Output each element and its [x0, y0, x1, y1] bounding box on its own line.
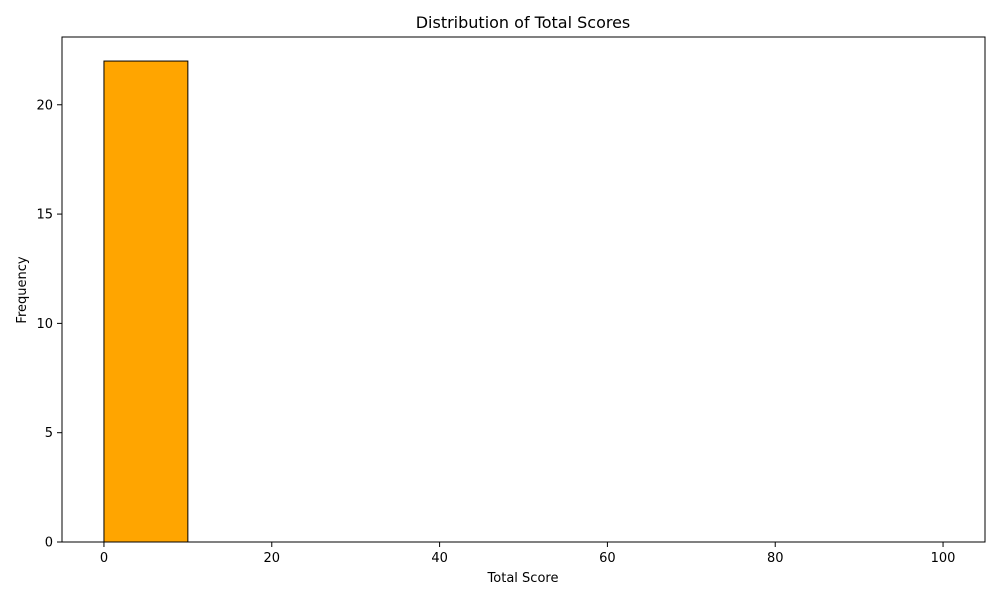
y-axis-ticks: 0 5 10 15 20: [36, 98, 62, 550]
y-axis-label: Frequency: [15, 256, 30, 323]
x-tick-label: 60: [599, 551, 616, 566]
x-tick-label: 80: [767, 551, 784, 566]
plot-frame: [62, 37, 985, 542]
bars: [104, 61, 943, 542]
x-tick-label: 40: [431, 551, 448, 566]
y-tick-label: 15: [36, 208, 53, 223]
y-tick-label: 10: [36, 317, 53, 332]
x-axis-label: Total Score: [487, 571, 559, 586]
histogram-bar: [104, 61, 188, 542]
x-tick-label: 100: [931, 551, 956, 566]
x-axis-ticks: 0 20 40 60 80 100: [100, 542, 956, 566]
chart-title: Distribution of Total Scores: [416, 13, 631, 32]
x-tick-label: 20: [263, 551, 280, 566]
y-tick-label: 5: [45, 426, 53, 441]
y-tick-label: 0: [45, 536, 53, 551]
y-tick-label: 20: [36, 98, 53, 113]
x-tick-label: 0: [100, 551, 108, 566]
